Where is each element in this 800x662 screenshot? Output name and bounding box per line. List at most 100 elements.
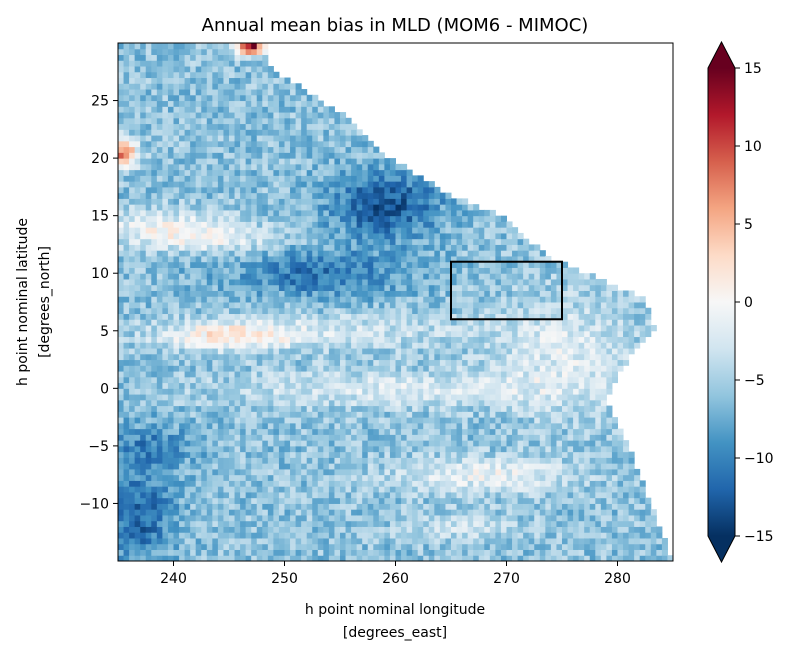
- heatmap-cell: [134, 60, 141, 67]
- heatmap-cell: [351, 520, 358, 527]
- heatmap-cell: [251, 468, 258, 476]
- heatmap-cell: [184, 514, 191, 522]
- heatmap-cell: [245, 526, 252, 533]
- heatmap-cell: [384, 267, 391, 274]
- heatmap-cell: [118, 48, 125, 56]
- heatmap-cell: [145, 290, 152, 297]
- heatmap-cell: [251, 307, 258, 315]
- heatmap-cell: [328, 135, 335, 142]
- heatmap-cell: [317, 503, 324, 510]
- heatmap-cell: [367, 261, 374, 268]
- heatmap-cell: [234, 169, 241, 176]
- heatmap-cell: [278, 204, 285, 211]
- heatmap-cell: [167, 290, 174, 297]
- heatmap-cell: [201, 399, 208, 407]
- heatmap-cell: [290, 94, 297, 102]
- heatmap-cell: [334, 215, 341, 222]
- heatmap-cell: [123, 325, 130, 332]
- heatmap-cell: [195, 491, 202, 499]
- heatmap-cell: [384, 434, 391, 441]
- heatmap-cell: [345, 543, 352, 550]
- heatmap-cell: [240, 440, 247, 447]
- heatmap-cell: [356, 359, 363, 366]
- heatmap-cell: [256, 117, 263, 125]
- heatmap-cell: [312, 198, 319, 205]
- heatmap-cell: [217, 48, 224, 56]
- heatmap-cell: [334, 204, 341, 211]
- heatmap-cell: [145, 48, 152, 56]
- heatmap-cell: [328, 399, 335, 407]
- heatmap-cell: [118, 169, 125, 176]
- heatmap-cell: [412, 474, 419, 481]
- heatmap-cell: [345, 474, 352, 481]
- heatmap-cell: [217, 526, 224, 533]
- heatmap-cell: [240, 181, 247, 188]
- heatmap-cell: [384, 509, 391, 516]
- heatmap-cell: [428, 376, 435, 384]
- heatmap-cell: [184, 54, 191, 61]
- heatmap-cell: [456, 417, 463, 424]
- heatmap-cell: [273, 307, 280, 315]
- heatmap-cell: [195, 417, 202, 424]
- heatmap-cell: [217, 181, 224, 188]
- heatmap-cell: [434, 359, 441, 366]
- heatmap-cell: [434, 227, 441, 234]
- heatmap-cell: [229, 117, 236, 125]
- heatmap-cell: [245, 376, 252, 384]
- heatmap-cell: [123, 440, 130, 447]
- heatmap-cell: [451, 388, 458, 395]
- heatmap-cell: [129, 491, 136, 499]
- heatmap-cell: [434, 330, 441, 338]
- heatmap-cell: [167, 48, 174, 56]
- heatmap-cell: [367, 186, 374, 194]
- heatmap-cell: [384, 353, 391, 361]
- heatmap-cell: [378, 325, 385, 332]
- heatmap-cell: [240, 325, 247, 332]
- heatmap-cell: [212, 140, 219, 148]
- heatmap-cell: [162, 394, 169, 401]
- heatmap-cell: [123, 520, 130, 527]
- heatmap-cell: [323, 353, 330, 361]
- heatmap-cell: [317, 365, 324, 372]
- heatmap-cell: [151, 77, 158, 84]
- heatmap-cell: [251, 359, 258, 366]
- heatmap-cell: [245, 204, 252, 211]
- heatmap-cell: [434, 376, 441, 384]
- heatmap-cell: [123, 555, 130, 561]
- heatmap-cell: [340, 526, 347, 533]
- heatmap-cell: [123, 146, 130, 153]
- heatmap-cell: [162, 411, 169, 418]
- heatmap-cell: [195, 388, 202, 395]
- heatmap-cell: [195, 94, 202, 102]
- heatmap-cell: [445, 267, 452, 274]
- heatmap-cell: [389, 158, 396, 165]
- heatmap-cell: [323, 468, 330, 476]
- heatmap-cell: [240, 555, 247, 561]
- heatmap-cell: [217, 457, 224, 464]
- heatmap-cell: [256, 399, 263, 407]
- heatmap-cell: [401, 273, 408, 280]
- heatmap-cell: [317, 440, 324, 447]
- heatmap-cell: [406, 284, 413, 291]
- heatmap-cell: [417, 244, 424, 251]
- heatmap-cell: [317, 353, 324, 361]
- heatmap-cell: [118, 325, 125, 332]
- heatmap-cell: [401, 371, 408, 378]
- heatmap-cell: [151, 71, 158, 79]
- heatmap-cell: [395, 434, 402, 441]
- heatmap-cell: [240, 123, 247, 130]
- heatmap-cell: [162, 319, 169, 326]
- heatmap-cell: [134, 486, 141, 493]
- heatmap-cell: [356, 520, 363, 527]
- heatmap-cell: [195, 336, 202, 343]
- heatmap-cell: [406, 232, 413, 240]
- heatmap-cell: [256, 250, 263, 257]
- heatmap-cell: [423, 336, 430, 343]
- heatmap-cell: [206, 117, 213, 125]
- heatmap-cell: [351, 302, 358, 309]
- heatmap-cell: [151, 480, 158, 487]
- heatmap-cell: [173, 537, 180, 545]
- heatmap-cell: [267, 509, 274, 516]
- heatmap-cell: [417, 267, 424, 274]
- heatmap-cell: [173, 376, 180, 384]
